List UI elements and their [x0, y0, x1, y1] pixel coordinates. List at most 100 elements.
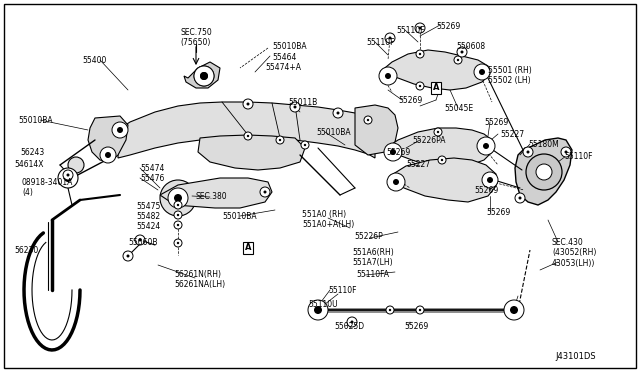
Circle shape	[388, 36, 392, 39]
Circle shape	[416, 50, 424, 58]
Circle shape	[63, 170, 73, 180]
Text: A: A	[433, 83, 439, 93]
Circle shape	[279, 139, 281, 141]
Text: 55269: 55269	[398, 96, 422, 105]
Circle shape	[454, 56, 462, 64]
Polygon shape	[355, 105, 398, 155]
Polygon shape	[160, 178, 272, 208]
Circle shape	[177, 204, 179, 206]
Circle shape	[135, 235, 145, 245]
Polygon shape	[118, 102, 375, 158]
Text: 55180M: 55180M	[528, 140, 559, 149]
Circle shape	[510, 306, 518, 314]
Circle shape	[351, 321, 353, 324]
Text: 55269: 55269	[436, 22, 460, 31]
Circle shape	[308, 300, 328, 320]
Circle shape	[364, 116, 372, 124]
Circle shape	[457, 59, 460, 61]
Circle shape	[67, 173, 70, 176]
Circle shape	[461, 51, 463, 54]
Text: 55464: 55464	[272, 53, 296, 62]
Circle shape	[474, 64, 490, 80]
Circle shape	[304, 144, 306, 146]
Circle shape	[123, 251, 133, 261]
Text: 55269: 55269	[474, 186, 499, 195]
Text: 55110F: 55110F	[366, 38, 394, 47]
Circle shape	[168, 188, 188, 208]
Polygon shape	[198, 135, 305, 170]
Circle shape	[526, 154, 562, 190]
Text: 55010BA: 55010BA	[272, 42, 307, 51]
Text: 55269: 55269	[484, 118, 508, 127]
Text: 55011B: 55011B	[288, 98, 317, 107]
Text: 55227: 55227	[406, 160, 430, 169]
Text: 56230: 56230	[14, 246, 38, 255]
Polygon shape	[380, 50, 490, 90]
Text: 55110F: 55110F	[328, 286, 356, 295]
Text: 55110F: 55110F	[564, 152, 593, 161]
Text: 55226PA: 55226PA	[412, 136, 445, 145]
Text: SEC.380: SEC.380	[196, 192, 228, 201]
Text: 55010BA: 55010BA	[222, 212, 257, 221]
Circle shape	[482, 172, 498, 188]
Circle shape	[174, 201, 182, 209]
Polygon shape	[390, 158, 496, 202]
Circle shape	[347, 317, 357, 327]
Circle shape	[419, 85, 421, 87]
Circle shape	[117, 127, 123, 133]
Circle shape	[337, 112, 339, 115]
Text: 55269: 55269	[386, 148, 410, 157]
Circle shape	[260, 187, 270, 197]
Circle shape	[436, 131, 439, 133]
Text: 55482: 55482	[136, 212, 160, 221]
Circle shape	[479, 69, 485, 75]
Text: 55475: 55475	[136, 202, 161, 211]
Circle shape	[194, 66, 214, 86]
Circle shape	[419, 309, 421, 311]
Circle shape	[477, 137, 495, 155]
Circle shape	[200, 72, 208, 80]
Circle shape	[68, 157, 84, 173]
Circle shape	[416, 82, 424, 90]
Circle shape	[177, 214, 179, 216]
Circle shape	[434, 128, 442, 136]
Circle shape	[290, 102, 300, 112]
Text: 55474: 55474	[140, 164, 164, 173]
Circle shape	[536, 164, 552, 180]
Text: 55110FA: 55110FA	[356, 270, 389, 279]
Polygon shape	[386, 128, 492, 168]
Circle shape	[105, 152, 111, 158]
Text: 55474+A: 55474+A	[265, 63, 301, 72]
Text: 55010BA: 55010BA	[18, 116, 52, 125]
Text: 55424: 55424	[136, 222, 160, 231]
Text: A: A	[244, 244, 252, 253]
Circle shape	[415, 23, 425, 33]
Text: SEC.430
(43052(RH)
43053(LH)): SEC.430 (43052(RH) 43053(LH))	[552, 238, 596, 268]
Text: 55476: 55476	[140, 174, 164, 183]
Circle shape	[160, 180, 196, 216]
Circle shape	[333, 108, 343, 118]
Circle shape	[276, 136, 284, 144]
Text: 55226P: 55226P	[354, 232, 383, 241]
Circle shape	[441, 159, 443, 161]
Circle shape	[243, 99, 253, 109]
Circle shape	[314, 306, 322, 314]
Circle shape	[247, 135, 249, 137]
Text: 56243: 56243	[20, 148, 44, 157]
Text: SEC.750
(75650): SEC.750 (75650)	[180, 28, 212, 47]
Circle shape	[487, 177, 493, 183]
Polygon shape	[88, 116, 128, 162]
Circle shape	[194, 66, 214, 86]
Text: 55269: 55269	[486, 208, 510, 217]
Circle shape	[246, 103, 250, 106]
Circle shape	[561, 147, 571, 157]
Circle shape	[384, 143, 402, 161]
Circle shape	[58, 168, 78, 188]
Text: 551A6(RH)
551A7(LH): 551A6(RH) 551A7(LH)	[352, 248, 394, 267]
Polygon shape	[515, 138, 572, 205]
Circle shape	[457, 47, 467, 57]
Circle shape	[174, 211, 182, 219]
Circle shape	[244, 132, 252, 140]
Text: 55269: 55269	[404, 322, 428, 331]
Circle shape	[112, 122, 128, 138]
